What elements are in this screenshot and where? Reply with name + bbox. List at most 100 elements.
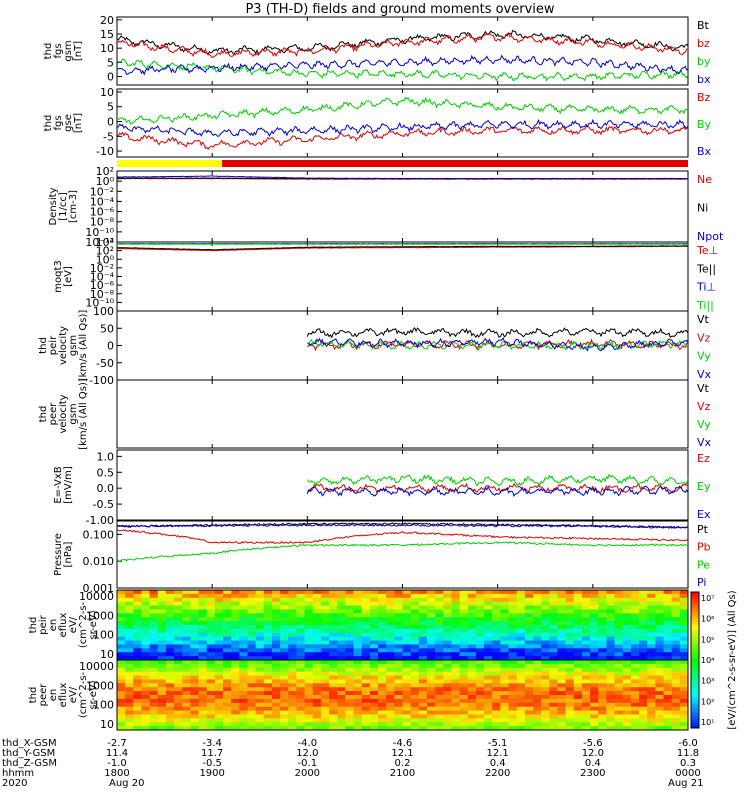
heatmap-cell — [630, 609, 640, 614]
heatmap-cell — [255, 667, 265, 673]
heatmap-cell — [663, 667, 673, 673]
heatmap-cell — [247, 714, 257, 719]
heatmap-cell — [516, 702, 526, 708]
heatmap-cell — [394, 667, 403, 673]
heatmap-cell — [516, 617, 526, 622]
heatmap-cell — [239, 679, 249, 684]
heatmap-cell — [598, 683, 607, 688]
heatmap-cell — [426, 632, 436, 638]
ytick-label: 10⁰ — [96, 175, 115, 188]
heatmap-cell — [541, 691, 550, 696]
heatmap-cell — [337, 695, 346, 700]
heatmap-cell — [271, 644, 281, 649]
heatmap-cell — [565, 683, 575, 688]
heatmap-cell — [475, 601, 485, 607]
heatmap-cell — [378, 675, 387, 680]
colorbar-segment — [691, 698, 699, 702]
heatmap-cell — [541, 617, 550, 622]
heatmap-cell — [671, 617, 681, 622]
heatmap-cell — [378, 695, 387, 700]
heatmap-cell — [165, 663, 175, 669]
heatmap-cell — [337, 632, 346, 638]
heatmap-cell — [679, 656, 689, 661]
heatmap-cell — [671, 660, 681, 665]
heatmap-cell — [443, 652, 452, 657]
heatmap-cell — [125, 726, 134, 731]
heatmap-cell — [508, 648, 518, 653]
heatmap-cell — [435, 714, 444, 719]
heatmap-cell — [541, 640, 550, 645]
heatmap-cell — [622, 687, 632, 692]
heatmap-cell — [320, 695, 330, 700]
heatmap-cell — [557, 687, 567, 692]
heatmap-cell — [149, 667, 159, 673]
heatmap-cell — [679, 675, 689, 680]
heatmap-cell — [231, 617, 240, 622]
heatmap-cell — [165, 660, 175, 665]
heatmap-cell — [157, 706, 167, 712]
heatmap-cell — [671, 663, 681, 669]
heatmap-cell — [157, 714, 167, 719]
heatmap-cell — [239, 726, 249, 731]
heatmap-cell — [304, 671, 314, 677]
heatmap-cell — [484, 593, 493, 599]
colorbar-segment — [691, 612, 699, 616]
heatmap-cell — [320, 718, 330, 723]
heatmap-cell — [149, 648, 159, 653]
heatmap-cell — [320, 714, 330, 719]
heatmap-cell — [378, 679, 387, 684]
heatmap-cell — [337, 722, 346, 727]
heatmap-cell — [386, 640, 395, 645]
heatmap-cell — [410, 726, 420, 731]
heatmap-cell — [165, 640, 175, 645]
heatmap-cell — [214, 702, 224, 708]
heatmap-cell — [117, 683, 126, 688]
heatmap-cell — [117, 714, 126, 719]
heatmap-cell — [565, 714, 575, 719]
heatmap-cell — [386, 726, 395, 731]
heatmap-cell — [524, 640, 534, 645]
heatmap-cell — [639, 613, 648, 618]
heatmap-cell — [418, 605, 428, 610]
heatmap-cell — [524, 714, 534, 719]
heatmap-cell — [516, 605, 526, 610]
heatmap-cell — [475, 702, 485, 708]
heatmap-cell — [247, 593, 257, 599]
heatmap-cell — [141, 636, 151, 642]
heatmap-cell — [394, 663, 403, 669]
heatmap-cell — [402, 714, 412, 719]
heatmap-cell — [141, 648, 151, 653]
heatmap-cell — [475, 597, 485, 603]
heatmap-cell — [622, 621, 632, 626]
heatmap-cell — [174, 671, 183, 677]
panel-frame — [116, 241, 689, 312]
heatmap-cell — [239, 628, 249, 634]
heatmap-cell — [573, 621, 583, 626]
colorbar-segment — [691, 725, 699, 729]
colorbar-segment — [691, 598, 699, 602]
heatmap-cell — [639, 656, 648, 661]
heatmap-cell — [345, 698, 355, 704]
heatmap-cell — [606, 695, 616, 700]
heatmap-cell — [304, 617, 314, 622]
heatmap-cell — [426, 726, 436, 731]
heatmap-cell — [125, 593, 134, 599]
heatmap-cell — [533, 706, 542, 712]
heatmap-cell — [598, 648, 607, 653]
heatmap-cell — [630, 656, 640, 661]
heatmap-cell — [157, 683, 167, 688]
heatmap-cell — [402, 683, 412, 688]
time-row-value: 12.1 — [487, 748, 509, 759]
heatmap-cell — [255, 702, 265, 708]
heatmap-cell — [581, 609, 591, 614]
heatmap-cell — [280, 687, 289, 692]
heatmap-cell — [614, 621, 624, 626]
heatmap-cell — [378, 683, 387, 688]
heatmap-cell — [541, 593, 550, 599]
heatmap-cell — [671, 722, 681, 727]
heatmap-cell — [410, 597, 420, 603]
heatmap-cell — [271, 652, 281, 657]
heatmap-cell — [606, 710, 616, 715]
heatmap-cell — [369, 726, 379, 731]
heatmap-cell — [206, 679, 216, 684]
